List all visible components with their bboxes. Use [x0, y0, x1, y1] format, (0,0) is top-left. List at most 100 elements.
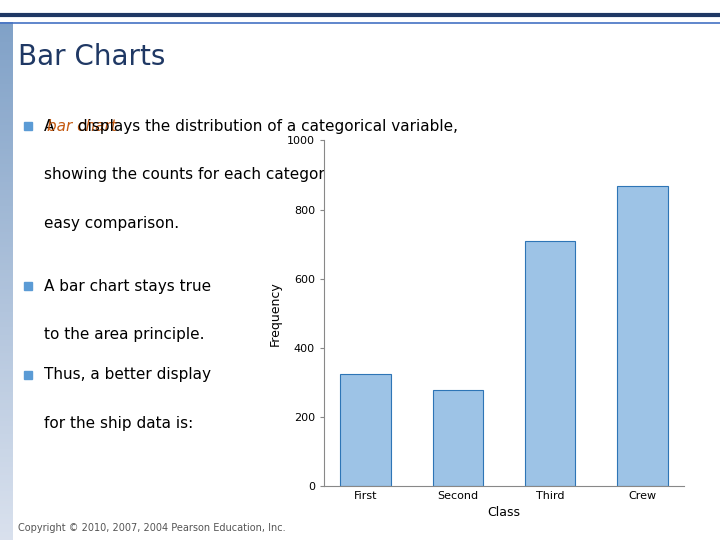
Text: bar chart: bar chart — [48, 119, 117, 133]
Bar — [341, 374, 391, 486]
Bar — [0, 48, 13, 50]
Bar — [0, 322, 13, 325]
Bar — [0, 395, 13, 397]
Bar — [0, 416, 13, 418]
Bar — [0, 481, 13, 483]
Bar — [0, 245, 13, 247]
Bar — [0, 53, 13, 55]
Bar — [0, 537, 13, 540]
Bar — [0, 71, 13, 73]
Bar — [0, 268, 13, 271]
Bar — [0, 460, 13, 462]
Bar — [0, 509, 13, 511]
Bar — [0, 249, 13, 252]
Bar — [0, 307, 13, 309]
Bar — [0, 309, 13, 312]
Bar — [0, 447, 13, 449]
Bar — [0, 346, 13, 348]
Bar — [0, 58, 13, 60]
Bar — [0, 343, 13, 346]
Bar — [0, 444, 13, 447]
Bar — [0, 157, 13, 159]
Bar — [0, 340, 13, 343]
Bar — [0, 86, 13, 89]
Bar — [0, 183, 13, 185]
Bar — [0, 384, 13, 387]
Bar — [0, 413, 13, 416]
Bar — [0, 468, 13, 470]
Bar — [0, 177, 13, 180]
Bar — [0, 84, 13, 86]
Bar — [0, 89, 13, 92]
Bar — [0, 361, 13, 364]
Bar — [0, 517, 13, 519]
Bar — [0, 294, 13, 296]
Bar — [0, 115, 13, 118]
Bar — [0, 275, 13, 278]
Bar — [0, 50, 13, 53]
Bar — [0, 436, 13, 439]
Bar — [0, 418, 13, 421]
Text: A: A — [44, 119, 59, 133]
Bar — [0, 403, 13, 405]
Bar — [0, 462, 13, 465]
Bar — [0, 449, 13, 452]
Bar — [0, 286, 13, 288]
Bar — [0, 120, 13, 123]
Bar — [0, 170, 13, 172]
Bar — [0, 219, 13, 221]
Bar — [0, 27, 13, 29]
Bar — [0, 392, 13, 395]
Bar — [617, 186, 667, 486]
Bar — [0, 180, 13, 183]
Bar — [0, 22, 13, 24]
Bar — [0, 206, 13, 208]
Bar — [0, 45, 13, 48]
Bar — [0, 429, 13, 431]
Bar — [0, 330, 13, 333]
Bar — [0, 55, 13, 58]
Bar — [0, 421, 13, 423]
Bar — [0, 291, 13, 294]
Bar — [0, 136, 13, 138]
Bar — [0, 237, 13, 239]
Bar — [0, 281, 13, 284]
Bar — [0, 148, 13, 151]
Bar — [0, 397, 13, 400]
Bar — [0, 314, 13, 317]
Bar — [0, 258, 13, 260]
Bar — [0, 408, 13, 410]
Bar — [0, 333, 13, 335]
Bar — [0, 369, 13, 372]
Text: for the ship data is:: for the ship data is: — [44, 416, 193, 430]
Bar — [0, 431, 13, 434]
Bar — [0, 485, 13, 488]
Bar — [0, 382, 13, 384]
Bar — [0, 224, 13, 226]
Bar — [0, 195, 13, 198]
Bar — [0, 187, 13, 190]
Bar — [0, 478, 13, 481]
Bar — [0, 164, 13, 167]
Bar — [0, 63, 13, 66]
Bar — [0, 190, 13, 193]
Bar — [0, 426, 13, 429]
Bar — [0, 247, 13, 249]
Bar — [0, 390, 13, 392]
Bar — [0, 68, 13, 71]
Bar — [0, 284, 13, 286]
Bar — [0, 226, 13, 229]
Text: Copyright © 2010, 2007, 2004 Pearson Education, Inc.: Copyright © 2010, 2007, 2004 Pearson Edu… — [18, 523, 286, 533]
Bar — [0, 501, 13, 504]
Bar — [0, 356, 13, 359]
Bar — [0, 348, 13, 351]
Bar — [0, 351, 13, 353]
Bar — [0, 79, 13, 81]
Bar — [525, 241, 575, 486]
Text: A bar chart stays true: A bar chart stays true — [44, 279, 211, 294]
Bar — [0, 232, 13, 234]
Bar — [0, 213, 13, 216]
Bar — [0, 40, 13, 42]
Bar — [0, 172, 13, 174]
Bar — [0, 338, 13, 340]
